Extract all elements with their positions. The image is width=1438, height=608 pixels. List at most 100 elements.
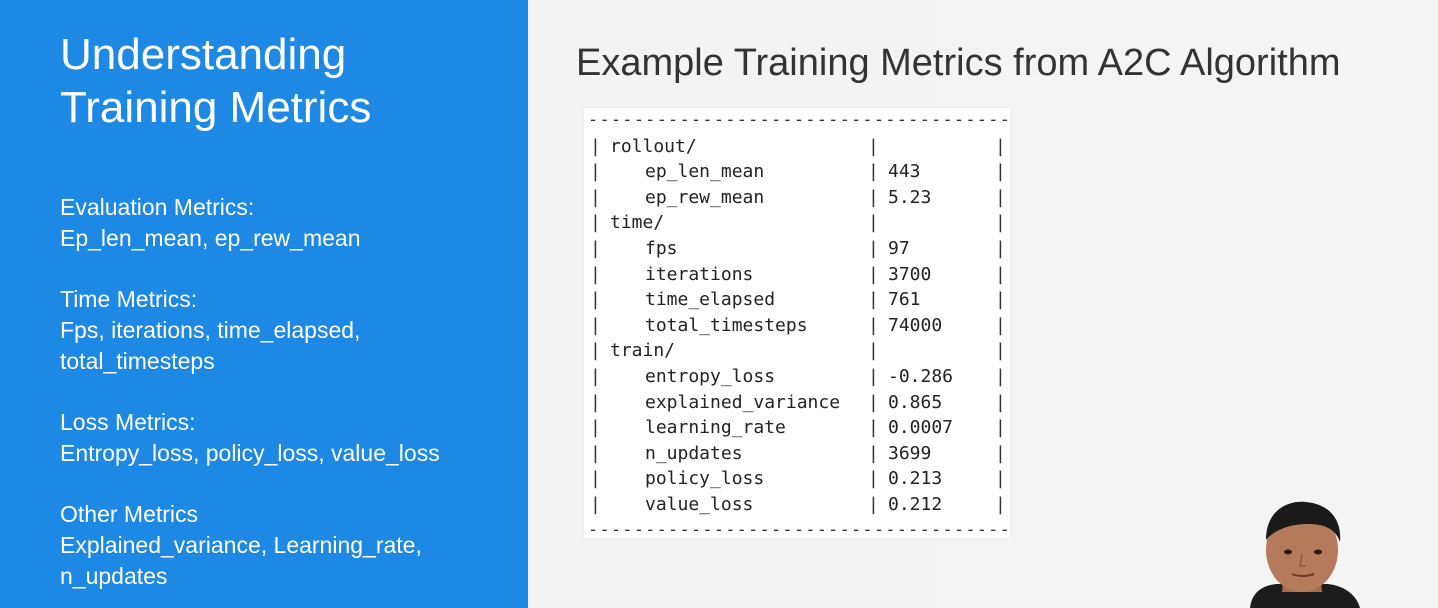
presenter-video-thumbnail bbox=[1250, 501, 1360, 608]
section-heading: Loss Metrics: bbox=[60, 409, 196, 435]
left-panel: Understanding Training Metrics Evaluatio… bbox=[0, 0, 528, 608]
table-border: | bbox=[868, 391, 879, 413]
metric-name: iterations bbox=[645, 263, 754, 285]
other-metrics-section: Other Metrics Explained_variance, Learni… bbox=[60, 499, 422, 592]
table-border: | bbox=[590, 340, 601, 362]
section-text: Ep_len_mean, ep_rew_mean bbox=[60, 225, 361, 251]
table-metric-row: | policy_loss | 0.213 | bbox=[584, 468, 1010, 494]
table-border: | bbox=[590, 186, 601, 208]
metric-value: 3699 bbox=[888, 442, 932, 464]
table-separator-row: ------------------------------------- bbox=[584, 110, 1010, 136]
time-metrics-section: Time Metrics: Fps, iterations, time_elap… bbox=[60, 284, 360, 377]
table-border: | bbox=[868, 494, 879, 515]
metric-value: 74000 bbox=[888, 314, 943, 336]
table-metric-row: | value_loss | 0.212 | bbox=[584, 494, 1010, 520]
table-border: | bbox=[590, 391, 601, 413]
section-text: Fps, iterations, time_elapsed, bbox=[60, 317, 361, 343]
metric-value: 5.23 bbox=[888, 186, 932, 208]
table-border: | bbox=[590, 442, 601, 464]
metric-group-name: rollout/ bbox=[610, 135, 697, 157]
table-border: | bbox=[995, 161, 1006, 183]
section-text: Explained_variance, Learning_rate, bbox=[60, 532, 422, 558]
section-text: n_updates bbox=[60, 563, 168, 589]
metric-value: 0.213 bbox=[888, 468, 943, 490]
table-border: | bbox=[995, 391, 1006, 413]
section-heading: Evaluation Metrics: bbox=[60, 194, 255, 220]
evaluation-metrics-section: Evaluation Metrics: Ep_len_mean, ep_rew_… bbox=[60, 192, 360, 254]
metric-name: entropy_loss bbox=[645, 366, 776, 387]
table-metric-row: | learning_rate | 0.0007 | bbox=[584, 417, 1010, 443]
metrics-table-image: ------------------------------------- | ro… bbox=[584, 108, 1010, 540]
table-metric-row: | fps | 97 | bbox=[584, 238, 1010, 264]
table-border: | bbox=[995, 289, 1006, 311]
metric-name: time_elapsed bbox=[645, 289, 776, 311]
metric-name: value_loss bbox=[645, 494, 754, 515]
example-title: Example Training Metrics from A2C Algori… bbox=[576, 42, 1341, 84]
table-border: | bbox=[868, 238, 879, 259]
table-border: | bbox=[590, 212, 601, 234]
table-border: | bbox=[590, 135, 601, 157]
section-text: total_timesteps bbox=[60, 348, 215, 374]
slide-title-line-2: Training Metrics bbox=[60, 83, 372, 132]
table-border: | bbox=[995, 340, 1006, 362]
metric-name: policy_loss bbox=[645, 468, 765, 490]
table-border: | bbox=[868, 263, 879, 285]
table-metric-row: | time_elapsed | 761 | bbox=[584, 289, 1010, 315]
table-border: | bbox=[590, 417, 601, 439]
section-text: Entropy_loss, policy_loss, value_loss bbox=[60, 440, 440, 466]
table-metric-row: | iterations | 3700 | bbox=[584, 264, 1010, 290]
table-metric-row: | explained_variance | 0.865 | bbox=[584, 392, 1010, 418]
metric-value: 97 bbox=[888, 238, 910, 259]
metric-name: ep_len_mean bbox=[645, 161, 765, 183]
metric-value: 0.212 bbox=[888, 494, 943, 515]
table-border: | bbox=[995, 135, 1006, 157]
table-separator-row: ------------------------------------- bbox=[584, 520, 1010, 546]
table-border: | bbox=[995, 314, 1006, 336]
table-border: | bbox=[868, 468, 879, 490]
metric-value: 0.865 bbox=[888, 391, 943, 413]
table-border: | bbox=[590, 238, 601, 259]
table-border: | bbox=[590, 366, 601, 387]
table-border: | bbox=[590, 468, 601, 490]
slide-title: Understanding Training Metrics bbox=[60, 28, 371, 134]
section-heading: Time Metrics: bbox=[60, 286, 198, 312]
table-border: | bbox=[868, 314, 879, 336]
metric-name: ep_rew_mean bbox=[645, 186, 765, 208]
table-metric-row: | ep_rew_mean | 5.23 | bbox=[584, 187, 1010, 213]
table-border: | bbox=[590, 494, 601, 515]
section-heading: Other Metrics bbox=[60, 501, 199, 527]
table-border: | bbox=[868, 161, 879, 183]
slide-title-line-1: Understanding bbox=[60, 30, 347, 79]
metric-value: 0.0007 bbox=[888, 417, 954, 439]
table-separator: ------------------------------------- bbox=[588, 519, 1012, 540]
table-border: | bbox=[590, 263, 601, 285]
metric-name: learning_rate bbox=[645, 417, 786, 439]
metric-value: 443 bbox=[888, 161, 921, 183]
table-separator: ------------------------------------- bbox=[588, 110, 1012, 130]
table-border: | bbox=[995, 263, 1006, 285]
table-border: | bbox=[868, 340, 879, 362]
metric-name: fps bbox=[645, 238, 678, 259]
table-border: | bbox=[868, 442, 879, 464]
table-border: | bbox=[868, 289, 879, 311]
table-border: | bbox=[868, 212, 879, 234]
table-border: | bbox=[868, 135, 879, 157]
metric-value: 761 bbox=[888, 289, 921, 311]
table-border: | bbox=[590, 289, 601, 311]
table-metric-row: | total_timesteps | 74000 | bbox=[584, 315, 1010, 341]
metric-group-name: train/ bbox=[610, 340, 676, 362]
table-border: | bbox=[995, 442, 1006, 464]
table-metric-row: | ep_len_mean | 443 | bbox=[584, 161, 1010, 187]
metric-name: total_timesteps bbox=[645, 314, 808, 336]
table-border: | bbox=[995, 468, 1006, 490]
table-border: | bbox=[995, 212, 1006, 234]
table-border: | bbox=[868, 417, 879, 439]
table-group-row: | train/ | | bbox=[584, 340, 1010, 366]
metric-value: 3700 bbox=[888, 263, 932, 285]
table-border: | bbox=[995, 186, 1006, 208]
table-border: | bbox=[995, 366, 1006, 387]
table-border: | bbox=[995, 494, 1006, 515]
table-border: | bbox=[995, 417, 1006, 439]
table-border: | bbox=[868, 186, 879, 208]
